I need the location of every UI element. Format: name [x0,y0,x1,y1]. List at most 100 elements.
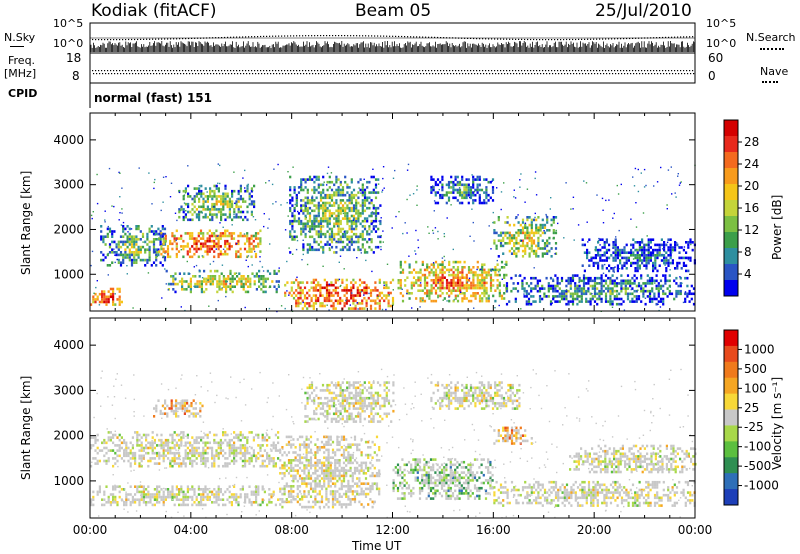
freq-dot [650,70,652,72]
echo-cell [621,256,624,260]
nave-dot [639,73,641,75]
echo-cell [158,457,161,460]
echo-cell [299,291,302,295]
freq-dot [371,70,373,72]
echo-cell [328,214,331,218]
echo-cell [377,295,379,297]
echo-cell [642,292,645,296]
echo-cell [646,282,649,285]
freq-dot [236,70,238,72]
echo-cell [330,172,333,174]
echo-cell [133,256,136,259]
echo-cell [547,287,550,290]
echo-cell [383,187,385,189]
echo-cell [323,296,326,300]
echo-cell [534,300,537,303]
echo-cell [643,168,646,171]
echo-cell [554,242,558,245]
nave-dot [507,73,509,75]
echo-cell [346,235,349,239]
echo-cell [303,296,307,300]
echo-cell [107,295,110,299]
echo-cell [635,284,638,288]
echo-cell [291,212,294,215]
echo-cell [151,446,154,450]
echo-cell [325,299,329,303]
echo-cell [458,201,462,205]
echo-cell [663,250,666,253]
echo-cell [209,282,212,286]
echo-cell [380,248,382,251]
echo-cell [671,259,674,262]
echo-cell [494,299,497,303]
echo-cell [643,264,646,267]
echo-cell [445,193,448,197]
echo-cell [125,441,128,445]
echo-cell [345,299,347,302]
nsearch-dot [389,35,391,37]
echo-cell [552,297,555,301]
freq-dot [305,70,307,72]
echo-cell [344,212,347,215]
echo-cell [613,289,616,293]
echo-cell [268,180,270,182]
echo-cell [246,239,249,243]
echo-cell [308,230,310,233]
echo-cell [452,284,455,287]
echo-cell [189,290,192,294]
echo-cell [383,284,385,286]
echo-cell [188,237,192,240]
echo-cell [153,462,156,465]
echo-cell [648,282,652,285]
echo-cell [524,223,527,227]
echo-cell [658,243,661,247]
echo-cell [521,221,525,224]
echo-cell [599,238,602,241]
echo-cell [522,283,524,285]
nsearch-dot [557,39,559,41]
freq-dot [518,70,520,72]
echo-cell [330,199,334,202]
nsearch-dot [305,35,307,37]
echo-cell [138,444,141,447]
echo-cell [528,217,530,219]
echo-cell [345,289,348,292]
echo-cell [350,201,353,205]
echo-cell [397,286,400,290]
echo-cell [231,275,234,278]
echo-cell [98,449,101,452]
freq-dot [470,70,472,72]
echo-cell [149,457,152,460]
echo-cell [341,188,345,192]
echo-cell [299,289,302,292]
echo-cell [239,205,242,209]
nave-dot [237,73,239,75]
echo-cell [324,243,327,246]
echo-cell [302,222,305,226]
echo-cell [598,282,600,284]
echo-cell [546,252,549,255]
echo-cell [673,279,676,283]
echo-cell [251,272,254,275]
echo-cell [300,222,303,226]
echo-cell [315,214,318,218]
echo-cell [463,297,466,300]
echo-cell [339,285,341,288]
echo-cell [467,299,471,303]
echo-cell [515,242,518,245]
echo-cell [560,295,564,298]
echo-cell [350,196,353,200]
echo-cell [206,191,208,193]
echo-cell [619,248,622,252]
echo-cell [118,454,121,458]
echo-cell [377,227,380,231]
echo-cell [627,256,630,260]
freq-dot [164,70,166,72]
echo-cell [588,259,591,262]
echo-cell [326,217,329,220]
echo-cell [247,265,249,268]
echo-cell [286,281,289,284]
echo-cell [456,284,460,287]
echo-cell [151,444,154,447]
echo-cell [339,238,342,241]
